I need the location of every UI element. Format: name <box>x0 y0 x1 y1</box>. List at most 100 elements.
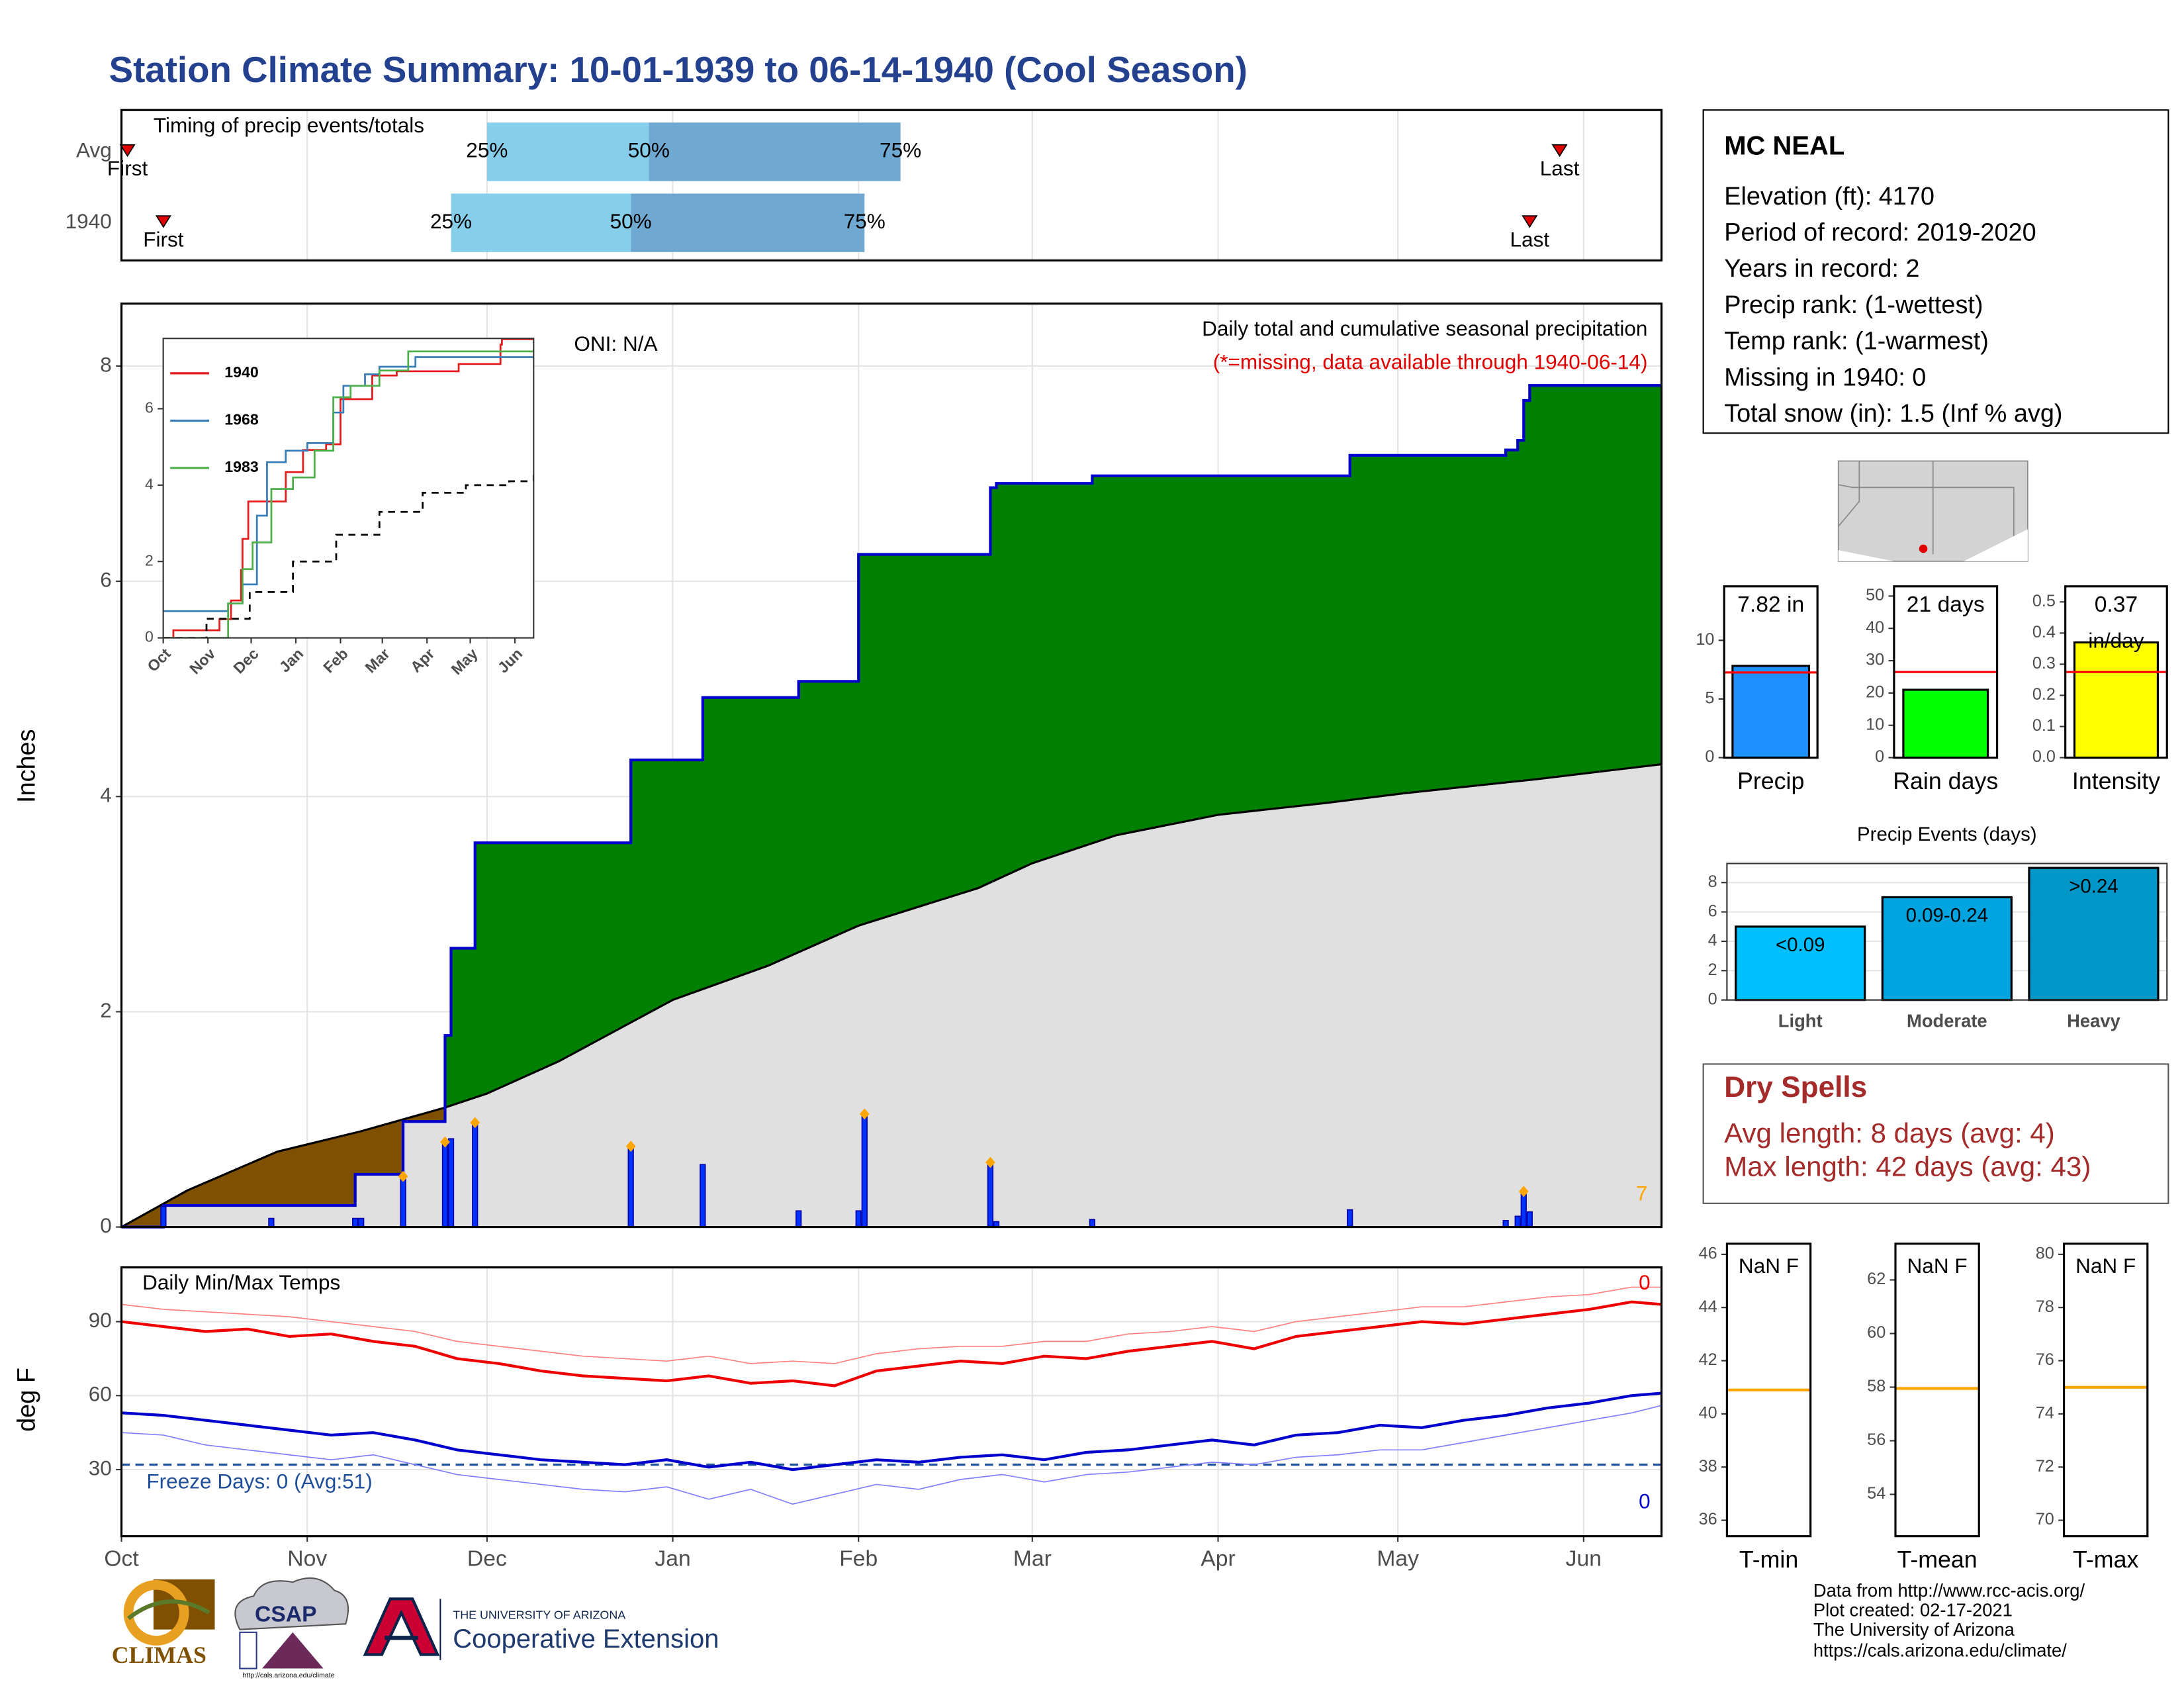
value-label: NaN F <box>1907 1254 1968 1278</box>
footer-line: The University of Arizona <box>1813 1619 2015 1640</box>
event-marker <box>625 1141 636 1152</box>
y-tick-label: 76 <box>2036 1350 2054 1369</box>
bar <box>1731 665 1811 759</box>
bar <box>1902 688 1989 759</box>
quantile-label: 75% <box>880 138 921 162</box>
daily-bar <box>796 1210 802 1228</box>
timing-title: Timing of precip events/totals <box>154 113 424 137</box>
unit-label: in/day <box>2088 628 2144 652</box>
y-tick-label: 80 <box>2036 1244 2054 1263</box>
x-tick-label: T-min <box>1739 1546 1798 1573</box>
plot-frame <box>1725 1243 1812 1538</box>
daily-bar <box>1514 1215 1521 1228</box>
daily-bar <box>987 1162 994 1228</box>
y-tick-label: 0.1 <box>2032 716 2056 735</box>
value-label: 0.37 <box>2095 592 2138 617</box>
y-tick-label: 44 <box>1699 1297 1717 1316</box>
y-tick-label: 5 <box>1705 689 1714 708</box>
x-tick-label: Dec <box>467 1546 507 1571</box>
station-line: Total snow (in): 1.5 (Inf % avg) <box>1724 400 2062 428</box>
series-line <box>163 349 534 638</box>
timing-marker <box>1522 215 1538 228</box>
y-tick-label: 62 <box>1867 1270 1886 1288</box>
daily-bar <box>447 1138 455 1228</box>
ua-text: THE UNIVERSITY OF ARIZONA <box>453 1608 625 1621</box>
y-tick-label: 30 <box>1866 651 1884 669</box>
x-tick-label: Jun <box>1566 1546 1602 1571</box>
threshold-label: Freeze Days: 0 (Avg:51) <box>146 1469 372 1493</box>
value-label: 21 days <box>1907 592 1985 617</box>
plot-frame <box>120 1266 1663 1538</box>
series-line <box>163 473 534 638</box>
y-tick-label: 38 <box>1699 1457 1717 1476</box>
daily-bar <box>1526 1211 1533 1228</box>
station-line: Years in record: 2 <box>1724 255 1919 283</box>
daily-bar <box>700 1164 706 1228</box>
plot-title: Daily total and cumulative seasonal prec… <box>1202 316 1647 340</box>
station-line: Elevation (ft): 4170 <box>1724 183 1934 211</box>
ua-logo <box>363 1597 441 1660</box>
y-tick-label: 78 <box>2036 1297 2054 1316</box>
y-tick-label: 0.0 <box>2032 747 2056 766</box>
plot-background <box>163 338 534 638</box>
station-line: Missing in 1940: 0 <box>1724 363 1926 391</box>
x-tick-label: Oct <box>104 1546 139 1571</box>
row-label: Avg <box>76 138 112 162</box>
csap-logo <box>234 1577 349 1669</box>
plot-frame <box>1723 585 1819 759</box>
y-tick-label: 54 <box>1867 1484 1886 1503</box>
count-label: 0 <box>1639 1270 1651 1294</box>
bar <box>1735 925 1866 1002</box>
x-tick-label: Light <box>1778 1011 1823 1031</box>
marker-label: First <box>107 156 148 180</box>
x-tick-label: Precip <box>1737 768 1804 794</box>
y-tick-label: 10 <box>1696 630 1714 649</box>
station-line: Period of record: 2019-2020 <box>1724 218 2036 246</box>
daily-bar <box>400 1176 406 1228</box>
quantile-label: 25% <box>466 138 508 162</box>
x-tick-label: Intensity <box>2072 768 2160 794</box>
value-label: NaN F <box>2075 1254 2136 1278</box>
y-tick-label: 70 <box>2036 1510 2054 1528</box>
y-tick-label: 0.3 <box>2032 654 2056 673</box>
y-tick-label: 36 <box>1699 1510 1717 1528</box>
x-tick-label: May <box>1377 1546 1419 1571</box>
daily-bar <box>160 1205 167 1228</box>
series-line <box>121 1300 1662 1387</box>
y-tick-label: 56 <box>1867 1430 1886 1449</box>
y-tick-label: 30 <box>89 1456 112 1479</box>
csap-url: http://cals.arizona.edu/climate <box>243 1671 335 1679</box>
daily-bar <box>358 1217 365 1228</box>
climas-logo-text: CLIMAS <box>112 1642 206 1668</box>
y-tick-label: 2 <box>1708 961 1717 979</box>
y-axis-label: Inches <box>13 729 41 803</box>
plot-frame <box>2064 585 2168 759</box>
footer-line: https://cals.arizona.edu/climate/ <box>1813 1640 2067 1661</box>
y-tick-label: 8 <box>100 352 112 376</box>
csap-logo-text: CSAP <box>255 1602 317 1626</box>
daily-bar <box>1347 1209 1353 1228</box>
daily-bar <box>1089 1219 1095 1228</box>
dry-spells-line: Avg length: 8 days (avg: 4) <box>1724 1117 2055 1149</box>
quantile-label: 50% <box>628 138 670 162</box>
bin-label: 0.09-0.24 <box>1906 905 1988 927</box>
locator-map <box>1837 460 2028 562</box>
y-tick-label: 0.4 <box>2032 623 2056 641</box>
timing-marker <box>1551 144 1568 158</box>
y-tick-label: 0.2 <box>2032 685 2056 704</box>
y-tick-label: 6 <box>145 399 154 416</box>
timing-marker <box>155 215 171 228</box>
y-tick-label: 60 <box>89 1382 112 1406</box>
plot-title: Precip Events (days) <box>1857 823 2037 845</box>
y-tick-label: 4 <box>145 475 154 492</box>
y-tick-label: 74 <box>2036 1404 2054 1423</box>
x-tick-label: Apr <box>1201 1546 1235 1571</box>
y-tick-label: 46 <box>1699 1244 1717 1263</box>
x-tick-label: Jan <box>655 1546 690 1571</box>
y-tick-label: 6 <box>1708 902 1717 920</box>
marker-label: Last <box>1540 156 1580 180</box>
bar <box>2028 867 2160 1002</box>
y-tick-label: 20 <box>1866 683 1884 702</box>
timing-bar <box>649 122 901 181</box>
y-tick-label: 10 <box>1866 715 1884 733</box>
